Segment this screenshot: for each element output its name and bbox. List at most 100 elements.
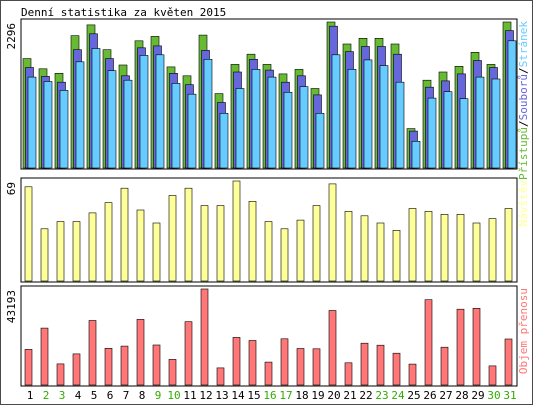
x-tick-label: 24 bbox=[391, 389, 405, 402]
bar-pages bbox=[363, 59, 373, 169]
x-tick-label: 16 bbox=[263, 389, 276, 402]
legend: Objem přenosu bbox=[517, 288, 530, 374]
x-tick-label: 4 bbox=[75, 389, 82, 402]
bar-volume bbox=[232, 337, 241, 386]
bar-volume bbox=[120, 345, 129, 386]
panel-border bbox=[20, 285, 518, 387]
x-tick-label: 7 bbox=[123, 389, 130, 402]
x-tick-label: 1 bbox=[27, 389, 34, 402]
bar-visits bbox=[360, 215, 369, 282]
bar-volume bbox=[56, 363, 65, 386]
bar-pages bbox=[219, 113, 229, 169]
bar-visits bbox=[328, 183, 337, 282]
bar-pages bbox=[331, 54, 341, 169]
x-tick-label: 25 bbox=[407, 389, 420, 402]
bar-pages bbox=[315, 113, 325, 169]
bar-volume bbox=[200, 288, 209, 386]
x-tick-label: 22 bbox=[359, 389, 372, 402]
x-tick-label: 27 bbox=[439, 389, 452, 402]
bar-pages bbox=[459, 98, 469, 169]
bar-pages bbox=[27, 76, 37, 169]
bar-pages bbox=[91, 48, 101, 169]
bar-volume bbox=[40, 327, 49, 386]
bar-visits bbox=[248, 201, 257, 282]
bar-visits bbox=[56, 221, 65, 282]
bar-visits bbox=[40, 228, 49, 282]
bar-pages bbox=[59, 90, 69, 169]
x-tick-label: 29 bbox=[471, 389, 484, 402]
bar-volume bbox=[280, 338, 289, 386]
bar-visits bbox=[136, 209, 145, 282]
x-tick-label: 20 bbox=[327, 389, 340, 402]
x-tick-label: 23 bbox=[375, 389, 388, 402]
y-axis-max-label: 2296 bbox=[5, 23, 18, 50]
bar-visits bbox=[88, 212, 97, 282]
bar-visits bbox=[200, 205, 209, 282]
x-tick-label: 10 bbox=[167, 389, 180, 402]
bar-volume bbox=[376, 344, 385, 386]
x-tick-label: 2 bbox=[43, 389, 50, 402]
bar-volume bbox=[168, 359, 177, 386]
x-axis-day-labels: 1 2 3 4 5 6 7 8 9 10 11 12 13 14 15 16 17 18 19 20 21 22 23 24 2… bbox=[27, 389, 517, 402]
bar-volume bbox=[136, 319, 145, 386]
bar-visits bbox=[504, 208, 513, 282]
x-tick-label: 12 bbox=[199, 389, 212, 402]
bar-pages bbox=[427, 97, 437, 169]
bar-pages bbox=[507, 40, 517, 169]
bar-volume bbox=[456, 308, 465, 386]
bar-visits bbox=[120, 187, 129, 282]
volume-panel: 43193 Objem přenosu bbox=[5, 285, 530, 387]
bar-pages bbox=[155, 54, 165, 169]
bar-volume bbox=[72, 353, 81, 386]
bar-volume bbox=[88, 320, 97, 386]
panel-border bbox=[20, 18, 518, 170]
bar-visits bbox=[408, 208, 417, 282]
bar-visits bbox=[344, 211, 353, 282]
legend-entry: Přístupů bbox=[517, 127, 530, 180]
legend: Přístupů/Souborů/Stránek bbox=[517, 21, 530, 180]
x-tick-label: 30 bbox=[487, 389, 500, 402]
bar-visits bbox=[280, 228, 289, 282]
bar-volume bbox=[472, 307, 481, 386]
x-tick-label: 19 bbox=[311, 389, 324, 402]
bar-visits bbox=[488, 218, 497, 282]
legend: Návštěv bbox=[517, 180, 530, 227]
bar-pages bbox=[171, 83, 181, 169]
bar-volume bbox=[392, 352, 401, 386]
bar-pages bbox=[267, 76, 277, 169]
bar-visits bbox=[264, 221, 273, 282]
visits-panel: 69 Návštěv bbox=[5, 177, 530, 283]
bar-visits bbox=[312, 205, 321, 282]
bar-pages bbox=[235, 88, 245, 169]
bar-pages bbox=[379, 65, 389, 169]
bar-visits bbox=[424, 211, 433, 282]
bar-pages bbox=[139, 55, 149, 169]
x-tick-label: 14 bbox=[231, 389, 245, 402]
bar-pages bbox=[203, 58, 213, 169]
bar-pages bbox=[395, 81, 405, 169]
y-axis-max-label: 43193 bbox=[5, 290, 18, 323]
bar-pages bbox=[43, 81, 53, 169]
x-tick-label: 21 bbox=[343, 389, 356, 402]
legend-separator: / bbox=[517, 120, 530, 127]
bar-volume bbox=[424, 299, 433, 386]
bar-visits bbox=[472, 222, 481, 282]
x-tick-label: 15 bbox=[247, 389, 260, 402]
bar-volume bbox=[264, 361, 273, 386]
x-tick-label: 9 bbox=[155, 389, 162, 402]
legend-entry: Stránek bbox=[517, 21, 530, 68]
bar-volume bbox=[248, 340, 257, 386]
bar-pages bbox=[443, 91, 453, 169]
bar-pages bbox=[299, 86, 309, 169]
x-tick-label: 13 bbox=[215, 389, 228, 402]
bar-volume bbox=[488, 365, 497, 386]
bar-visits bbox=[168, 195, 177, 282]
bar-volume bbox=[184, 321, 193, 386]
bar-visits bbox=[104, 202, 113, 282]
panel-border bbox=[20, 177, 518, 283]
legend-separator: / bbox=[517, 67, 530, 74]
bar-pages bbox=[107, 70, 117, 169]
bar-visits bbox=[216, 205, 225, 282]
